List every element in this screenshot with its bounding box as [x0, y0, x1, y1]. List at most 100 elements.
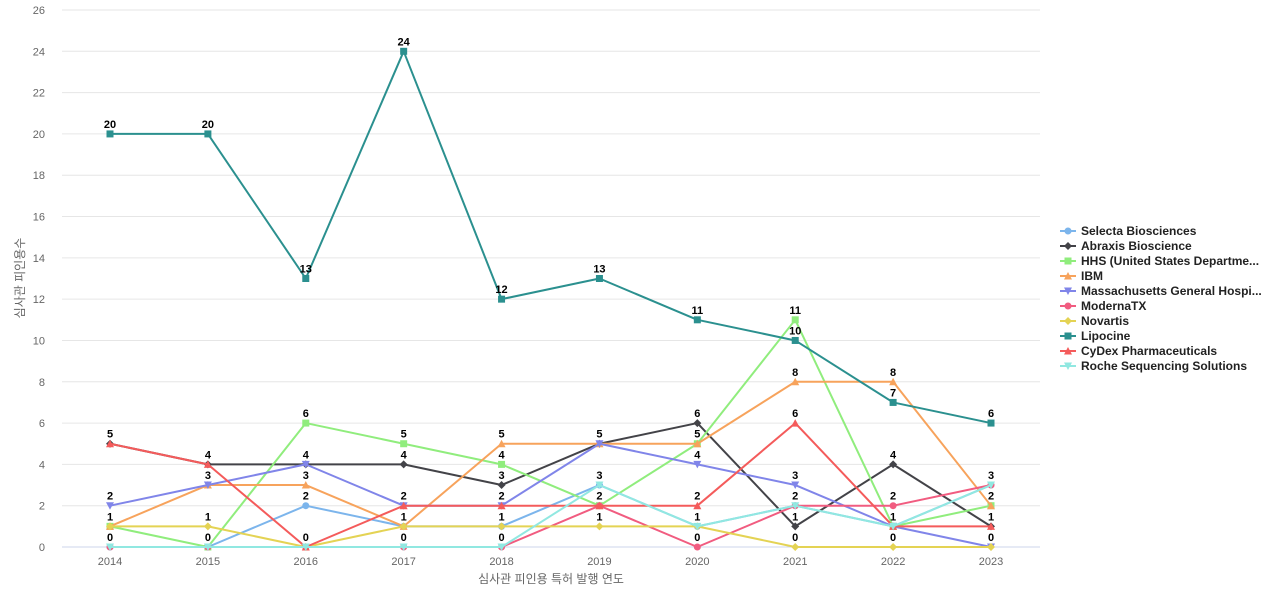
legend-item-novartis[interactable]: Novartis — [1060, 314, 1129, 328]
data-point — [498, 295, 506, 303]
legend-label: Lipocine — [1081, 329, 1131, 343]
data-labels: 5210431064320542105432105321654210111086… — [104, 36, 994, 544]
legend-marker — [1064, 227, 1072, 235]
legend-marker — [1064, 257, 1072, 265]
data-label: 12 — [495, 284, 507, 296]
data-point — [399, 522, 408, 531]
data-label: 3 — [303, 470, 309, 482]
data-label: 20 — [202, 119, 214, 131]
legend-item-lipocine[interactable]: Lipocine — [1060, 329, 1131, 343]
data-label: 2 — [694, 491, 700, 503]
y-tick-label: 20 — [33, 129, 45, 141]
legend-item-ibm[interactable]: IBM — [1060, 269, 1103, 283]
data-point — [106, 439, 114, 448]
data-label: 0 — [401, 532, 407, 544]
x-axis-ticks: 2014 2015 2016 2017 2018 2019 2020 2021 2022 2023 — [98, 556, 1003, 568]
y-tick-label: 8 — [39, 377, 45, 389]
data-label: 6 — [988, 408, 994, 420]
x-tick-label: 2022 — [881, 556, 905, 568]
data-label: 2 — [988, 491, 994, 503]
data-point — [400, 47, 408, 55]
data-point — [203, 522, 212, 531]
data-point — [106, 502, 114, 510]
data-point — [889, 377, 898, 386]
data-point — [889, 398, 897, 406]
data-label: 8 — [890, 367, 896, 379]
data-point — [791, 481, 800, 490]
data-point — [693, 316, 701, 324]
legend-marker — [1064, 362, 1072, 370]
data-point — [987, 419, 995, 427]
legend-item-hhs-united-states-departme[interactable]: HHS (United States Departme... — [1060, 254, 1259, 268]
legend-label: Abraxis Bioscience — [1081, 239, 1192, 253]
data-point — [595, 275, 603, 282]
data-label: 0 — [694, 532, 700, 544]
legend-marker — [1064, 332, 1072, 340]
data-label: 4 — [498, 449, 505, 461]
data-point — [791, 336, 799, 344]
data-point — [399, 543, 408, 551]
y-tick-label: 4 — [39, 459, 45, 471]
data-point — [106, 130, 114, 138]
y-tick-label: 22 — [33, 88, 45, 100]
data-label: 3 — [205, 470, 211, 482]
data-label: 24 — [398, 36, 411, 48]
data-point — [595, 522, 604, 531]
data-point — [203, 481, 212, 490]
data-label: 13 — [300, 264, 312, 276]
legend-label: ModernaTX — [1081, 299, 1146, 313]
x-axis-title: 심사관 피인용 특허 발행 연도 — [478, 571, 624, 586]
data-label: 1 — [205, 511, 211, 523]
data-label: 1 — [498, 511, 504, 523]
y-tick-label: 18 — [33, 170, 45, 182]
data-label: 0 — [498, 532, 504, 544]
x-tick-label: 2018 — [489, 556, 513, 568]
series-roche-sequencing-solutions — [106, 481, 995, 551]
data-label: 5 — [107, 429, 113, 441]
data-point — [889, 502, 897, 510]
data-label: 2 — [303, 491, 309, 503]
data-label: 3 — [988, 470, 994, 482]
y-tick-label: 12 — [33, 294, 45, 306]
data-label: 0 — [988, 532, 994, 544]
data-point — [106, 543, 114, 551]
data-point — [889, 522, 898, 531]
data-point — [301, 460, 310, 469]
legend-item-selecta-biosciences[interactable]: Selecta Biosciences — [1060, 224, 1197, 238]
data-point — [497, 439, 506, 448]
legend-marker — [1064, 287, 1072, 295]
data-label: 0 — [205, 532, 211, 544]
data-label: 20 — [104, 119, 116, 131]
data-label: 2 — [792, 491, 798, 503]
y-tick-label: 6 — [39, 418, 45, 430]
legend-item-roche-sequencing-solutions[interactable]: Roche Sequencing Solutions — [1060, 359, 1247, 373]
data-label: 2 — [401, 491, 407, 503]
series-abraxis-bioscience — [106, 419, 995, 531]
data-label: 2 — [890, 491, 896, 503]
data-label: 5 — [694, 429, 700, 441]
data-point — [302, 419, 310, 427]
data-point — [693, 501, 702, 510]
data-point — [203, 543, 212, 551]
legend-item-abraxis-bioscience[interactable]: Abraxis Bioscience — [1060, 239, 1192, 253]
data-label: 10 — [789, 325, 801, 337]
y-tick-label: 14 — [33, 253, 45, 265]
x-tick-label: 2014 — [98, 556, 122, 568]
data-label: 6 — [694, 408, 700, 420]
data-point — [987, 481, 995, 490]
legend-item-cydex-pharmaceuticals[interactable]: CyDex Pharmaceuticals — [1060, 344, 1217, 358]
data-label: 1 — [694, 511, 700, 523]
legend-item-massachusetts-general-hospi[interactable]: Massachusetts General Hospi... — [1060, 284, 1262, 298]
data-point — [595, 501, 604, 510]
data-point — [498, 460, 506, 468]
data-label: 1 — [401, 511, 407, 523]
data-point — [399, 501, 408, 510]
data-label: 3 — [498, 470, 504, 482]
legend-item-modernatx[interactable]: ModernaTX — [1060, 299, 1146, 313]
data-label: 3 — [792, 470, 798, 482]
series-line — [109, 422, 992, 528]
x-tick-label: 2017 — [391, 556, 415, 568]
data-label: 4 — [401, 449, 408, 461]
data-point — [791, 543, 800, 551]
data-point — [693, 419, 702, 428]
